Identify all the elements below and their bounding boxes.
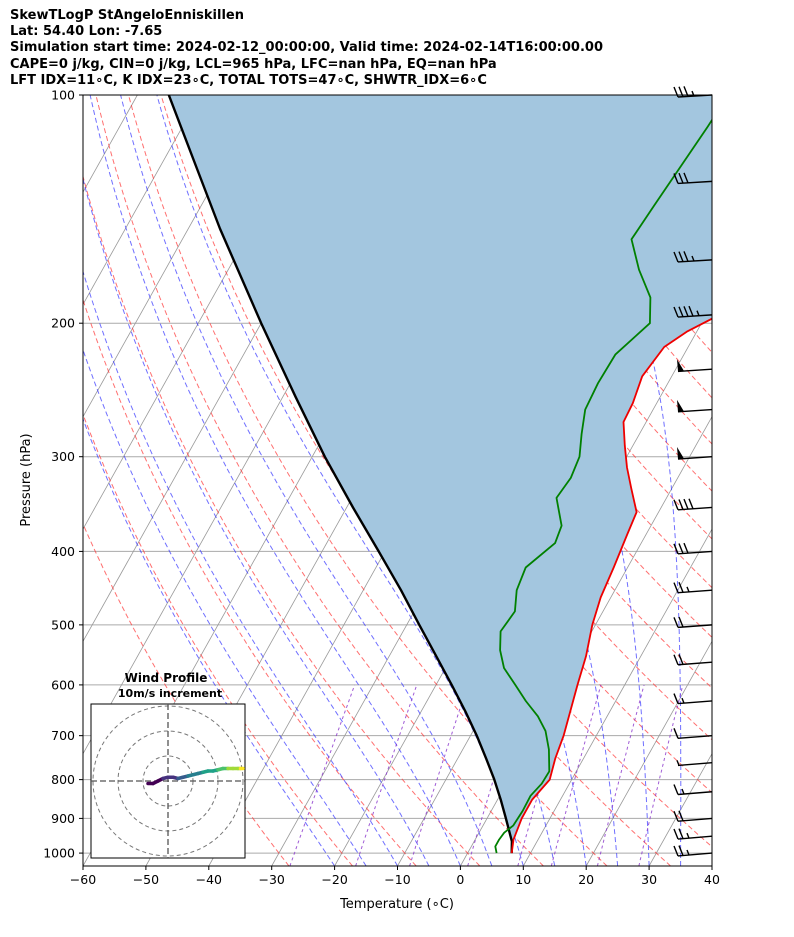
y-tick-label: 900 — [51, 811, 75, 826]
wind-barb — [673, 251, 713, 263]
dewpoint-profile-line — [494, 118, 712, 854]
y-tick-label: 400 — [51, 544, 75, 559]
x-tick-label: 30 — [641, 872, 657, 887]
location-coordinates: Lat: 54.40 Lon: -7.65 — [10, 24, 163, 40]
hodograph-title: Wind Profile — [125, 671, 208, 685]
isotherm-line — [0, 95, 12, 866]
wind-barb — [673, 305, 713, 318]
moist-adiabat-line — [83, 177, 430, 866]
isotherm-line — [585, 640, 712, 866]
dry-adiabat-line — [715, 95, 794, 866]
mixing-ratio-line — [550, 684, 602, 866]
wind-barb — [673, 654, 713, 666]
y-tick-label: 500 — [51, 617, 75, 632]
y-tick-label: 1000 — [43, 846, 75, 861]
stability-indices: LFT IDX=11∘C, K IDX=23∘C, TOTAL TOTS=47∘… — [10, 72, 487, 88]
wind-barb — [673, 498, 713, 511]
wind-barbs — [673, 86, 713, 857]
y-tick-label: 100 — [51, 88, 75, 103]
wind-barb — [677, 359, 713, 373]
wind-barb — [673, 784, 713, 796]
dry-adiabat-line — [83, 522, 290, 866]
wind-barb — [676, 760, 713, 767]
x-tick-label: −40 — [196, 872, 222, 887]
wind-barb — [673, 542, 713, 555]
cape-cin-shading — [168, 95, 712, 854]
dry-adiabat-line — [290, 95, 712, 689]
x-tick-label: 20 — [578, 872, 594, 887]
x-tick-label: −30 — [259, 872, 285, 887]
wind-barb — [673, 810, 713, 822]
chart-title: SkewTLogP StAngeloEnniskillen — [10, 8, 244, 23]
moist-adiabat-line — [83, 348, 367, 866]
x-tick-label: 0 — [456, 872, 464, 887]
hodograph-subtitle: 10m/s increment — [118, 687, 222, 700]
wind-barb — [673, 845, 713, 857]
wind-barb — [673, 172, 713, 185]
dry-adiabat-line — [128, 95, 608, 866]
moist-adiabat-line — [120, 95, 493, 866]
y-tick-label: 300 — [51, 449, 75, 464]
parcel-profile-line — [167, 95, 514, 854]
x-tick-label: −60 — [70, 872, 96, 887]
dry-adiabat-line — [421, 95, 712, 492]
wind-barb — [673, 616, 713, 629]
moist-adiabat-line — [83, 269, 398, 866]
x-axis-label: Temperature (∘C) — [339, 897, 454, 912]
dry-adiabat-line — [453, 95, 712, 445]
wind-barb — [673, 86, 713, 98]
wind-barb — [673, 828, 713, 840]
x-tick-label: −50 — [133, 872, 159, 887]
isotherm-line — [0, 95, 74, 866]
axis-ticks: −60 −50 −40 −30 −20 −10 0 10 20 30 40 1000 900 800 700… — [43, 88, 720, 888]
isotherm-line — [83, 95, 264, 418]
wind-barb — [673, 582, 713, 594]
y-tick-label: 200 — [51, 316, 75, 331]
x-tick-label: 40 — [704, 872, 720, 887]
hodograph-plot — [91, 704, 245, 858]
mixing-ratio-line — [467, 684, 523, 866]
y-tick-label: 800 — [51, 772, 75, 787]
mixing-ratio-line — [638, 684, 684, 866]
x-tick-label: 10 — [515, 872, 531, 887]
isotherm-line — [522, 528, 712, 866]
sounding-profiles — [167, 95, 712, 854]
y-axis-label: Pressure (hPa) — [19, 433, 34, 526]
moist-adiabat-line — [89, 95, 461, 866]
simulation-times: Simulation start time: 2024-02-12_00:00:… — [10, 40, 603, 56]
mixing-ratio-line — [289, 684, 356, 866]
dry-adiabat-line — [83, 413, 353, 866]
wind-barb — [673, 693, 713, 705]
wind-barb — [677, 399, 713, 413]
wind-barb — [677, 446, 713, 460]
isotherm-line — [83, 95, 201, 306]
x-tick-label: −10 — [384, 872, 410, 887]
shaded-area — [168, 95, 712, 854]
hodograph-inset: Wind Profile 10m/s increment — [90, 671, 246, 859]
temperature-profile-line — [510, 317, 712, 854]
y-tick-label: 600 — [51, 677, 75, 692]
y-tick-label: 700 — [51, 728, 75, 743]
mixing-ratio-line — [517, 684, 570, 866]
wind-barb — [673, 728, 713, 740]
mixing-ratio-line — [355, 684, 418, 866]
dry-adiabat-line — [83, 174, 481, 866]
x-tick-label: −20 — [321, 872, 347, 887]
isotherm-line — [711, 865, 712, 866]
mixing-ratio-line — [409, 684, 469, 866]
moist-adiabat-line — [83, 417, 336, 866]
chart-header: SkewTLogP StAngeloEnniskillen Lat: 54.40… — [10, 8, 603, 89]
dry-adiabat-line — [83, 298, 417, 866]
mixing-ratio-line — [596, 684, 645, 866]
dry-adiabat-line — [95, 95, 544, 866]
stability-parameters: CAPE=0 j/kg, CIN=0 j/kg, LCL=965 hPa, LF… — [10, 56, 497, 72]
